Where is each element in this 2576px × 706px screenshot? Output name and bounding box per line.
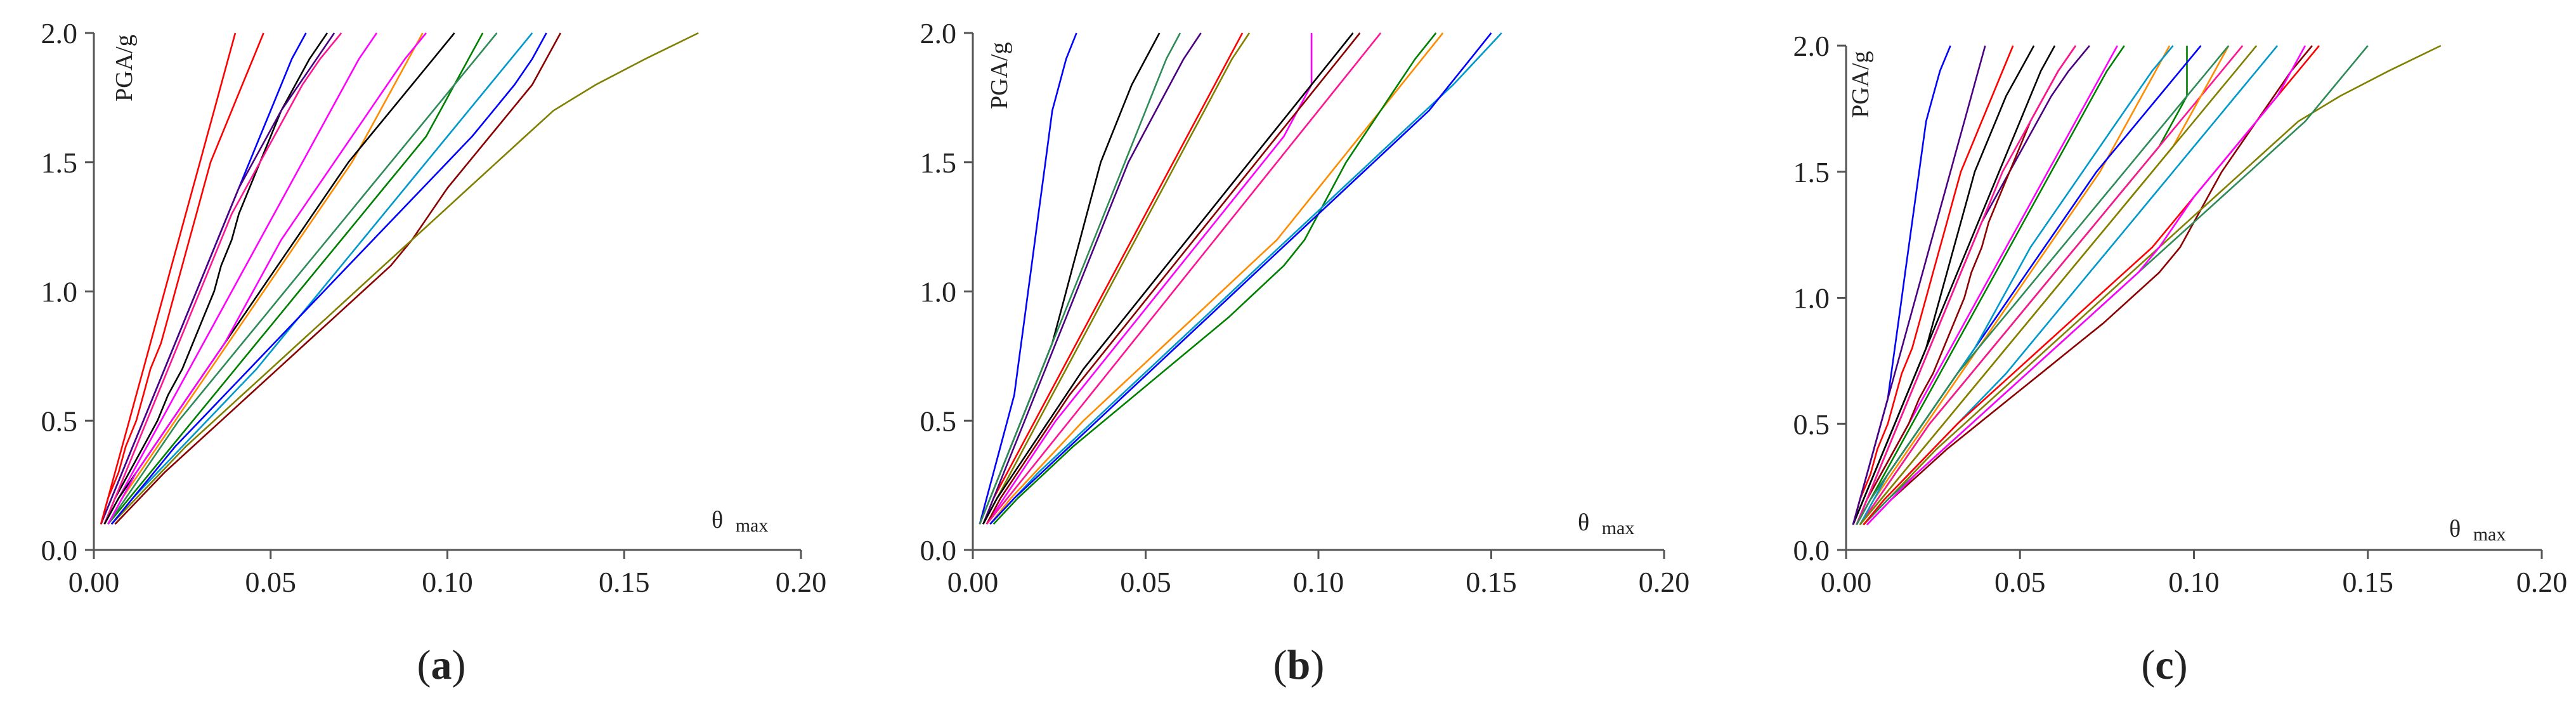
series-line-c-record-18: [1856, 45, 2125, 525]
series-line-c-record-09: [1863, 44, 2442, 526]
series-line-c-record-14: [1852, 45, 2035, 525]
series-line-a-record-16: [107, 32, 427, 525]
series-line-b-record-07: [989, 32, 1502, 525]
series-line-a-record-15: [100, 32, 237, 525]
y-tick-label-a: 1.5: [41, 147, 78, 179]
panel-c: 0.00 0.05 0.10 0.15 0.20 0.0 0.5 1.0 1.5 2.0 PGA/…: [1793, 30, 2568, 598]
series-line-a-record-09: [110, 32, 699, 525]
series-line-a-record-04: [103, 32, 378, 525]
series-line-c-record-21: [1859, 45, 2258, 526]
y-tick-label-c: 1.0: [1793, 282, 1830, 315]
series-line-c-record-05: [1859, 45, 2171, 525]
series-line-b-record-04: [986, 33, 1313, 525]
y-tick-label-c: 1.5: [1793, 156, 1830, 188]
y-axis-title-c: PGA/g: [1847, 51, 1874, 118]
x-axis-title-theta-a: θ: [712, 507, 723, 533]
x-axis-title-b: θ max: [1578, 509, 1634, 539]
x-tick-label-a: 0.15: [599, 566, 650, 598]
series-layer-a: [100, 32, 699, 525]
series-line-c-record-16: [1866, 45, 2306, 526]
x-tick-label-a: 0.20: [776, 566, 827, 598]
x-tick-label-c: 0.20: [2516, 566, 2568, 598]
x-tick-label-b: 0.10: [1293, 566, 1344, 598]
x-tick-label-a: 0.00: [68, 566, 120, 598]
series-line-b-record-14: [982, 32, 1354, 525]
series-line-b-record-12: [979, 32, 1181, 525]
y-axis-title-b: PGA/g: [986, 42, 1013, 109]
y-tick-label-a: 0.0: [41, 534, 78, 566]
panel-label-c: (c): [2141, 642, 2187, 688]
series-line-b-record-01: [979, 32, 1077, 525]
y-axis-title-a: PGA/g: [111, 34, 138, 101]
x-tick-label-a: 0.05: [245, 566, 297, 598]
series-line-c-record-03: [1852, 45, 2014, 525]
series-layer-b: [979, 32, 1502, 525]
series-line-a-record-07: [110, 32, 533, 525]
x-axis-title-sub-b: max: [1602, 518, 1635, 539]
series-line-b-record-08: [986, 32, 1361, 525]
x-tick-label-c: 0.15: [2343, 566, 2394, 598]
y-tick-label-c: 0.5: [1793, 408, 1830, 440]
series-line-b-record-09: [982, 32, 1251, 525]
x-tick-label-c: 0.00: [1821, 566, 1872, 598]
x-tick-label-c: 0.10: [2168, 566, 2220, 598]
y-tick-label-c: 2.0: [1793, 30, 1830, 62]
series-line-a-record-10: [100, 32, 335, 525]
y-tick-label-a: 2.0: [41, 17, 78, 49]
series-line-a-record-05: [107, 32, 424, 525]
series-line-b-record-13: [989, 32, 1492, 525]
tick-layer-b: 0.00 0.05 0.10 0.15 0.20 0.0 0.5 1.0 1.5 2.0: [920, 17, 1690, 598]
series-line-c-record-22: [1852, 45, 1986, 525]
y-tick-label-b: 2.0: [920, 17, 957, 49]
series-line-c-record-11: [1859, 45, 2244, 526]
y-tick-label-b: 1.0: [920, 276, 957, 308]
y-tick-label-b: 1.5: [920, 147, 957, 179]
y-tick-label-b: 0.5: [920, 405, 957, 437]
series-line-b-record-11: [986, 32, 1382, 525]
y-tick-label-a: 1.0: [41, 276, 78, 308]
series-line-b-record-03: [982, 32, 1244, 525]
series-line-a-record-12: [107, 32, 498, 525]
x-tick-label-b: 0.20: [1639, 566, 1690, 598]
series-line-b-record-06: [992, 32, 1437, 525]
y-tick-label-b: 0.0: [920, 534, 957, 566]
series-layer-c: [1852, 44, 2442, 526]
series-line-a-record-11: [103, 32, 342, 525]
tick-layer-c: 0.00 0.05 0.10 0.15 0.20 0.0 0.5 1.0 1.5 2.0: [1793, 30, 2568, 598]
series-line-b-record-10: [982, 32, 1202, 525]
x-tick-label-b: 0.00: [947, 566, 999, 598]
x-axis-title-sub-a: max: [736, 515, 769, 536]
x-tick-label-b: 0.05: [1120, 566, 1171, 598]
x-axis-title-c: θ max: [2449, 516, 2506, 545]
x-tick-label-c: 0.05: [1994, 566, 2046, 598]
series-line-a-record-08: [114, 32, 562, 525]
x-axis-title-theta-c: θ: [2449, 516, 2461, 542]
series-line-c-record-23: [1856, 45, 2077, 525]
series-line-c-record-24: [1856, 45, 2230, 525]
x-axis-title-a: θ max: [712, 507, 768, 536]
panel-b: 0.00 0.05 0.10 0.15 0.20 0.0 0.5 1.0 1.5 2.0 PGA/…: [920, 17, 1690, 598]
x-tick-label-b: 0.15: [1466, 566, 1517, 598]
panel-a: 0.00 0.05 0.10 0.15 0.20 0.0 0.5 1.0 1.5 2.0 PGA/…: [41, 17, 827, 598]
y-tick-label-c: 0.0: [1793, 534, 1830, 566]
series-line-a-record-06: [107, 32, 484, 525]
x-axis-title-theta-b: θ: [1578, 509, 1589, 536]
y-tick-label-a: 0.5: [41, 405, 78, 437]
panel-label-b: (b): [1273, 642, 1325, 688]
x-axis-title-sub-c: max: [2473, 524, 2506, 545]
panel-label-a: (a): [417, 642, 466, 688]
tick-layer-a: 0.00 0.05 0.10 0.15 0.20 0.0 0.5 1.0 1.5 2.0: [41, 17, 827, 598]
series-line-a-record-03: [100, 32, 264, 525]
series-line-a-record-13: [110, 32, 547, 525]
x-tick-label-a: 0.10: [422, 566, 473, 598]
